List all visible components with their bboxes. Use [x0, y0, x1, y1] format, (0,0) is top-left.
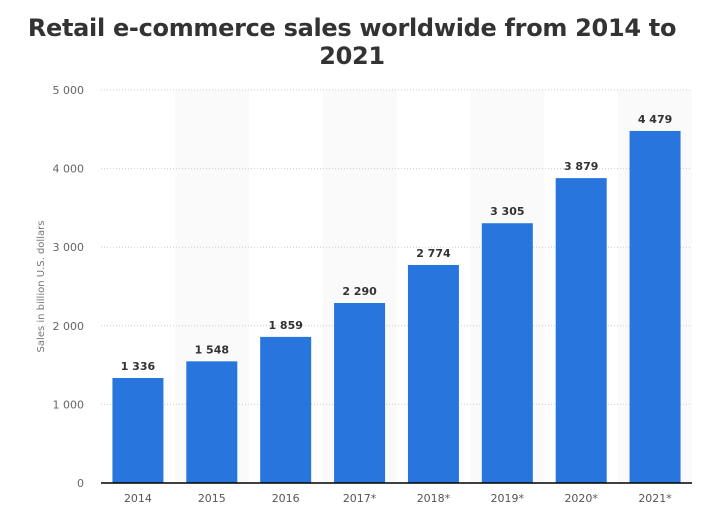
y-tick-label: 2 000 [53, 320, 85, 333]
x-tick-label: 2020* [564, 492, 598, 505]
data-label: 3 305 [490, 205, 524, 218]
data-label: 3 879 [564, 160, 598, 173]
data-label: 1 336 [121, 360, 156, 373]
data-label: 2 774 [416, 247, 451, 260]
data-label: 4 479 [638, 113, 672, 126]
x-tick-label: 2017* [343, 492, 377, 505]
x-tick-label: 2019* [491, 492, 525, 505]
data-label: 1 548 [195, 343, 229, 356]
bar-2018 [407, 264, 459, 483]
bar-2020 [555, 178, 607, 483]
bar-2016 [260, 336, 312, 483]
bar-2015 [186, 361, 238, 483]
bar-2021 [629, 130, 681, 483]
x-tick-label: 2021* [638, 492, 672, 505]
x-tick-label: 2016 [272, 492, 300, 505]
y-tick-label: 3 000 [53, 241, 85, 254]
data-label: 2 290 [342, 285, 377, 298]
x-tick-label: 2018* [417, 492, 451, 505]
bar-2019 [481, 223, 533, 484]
chart-title: Retail e-commerce sales worldwide from 2… [27, 14, 677, 70]
data-label: 1 859 [268, 319, 302, 332]
y-tick-label: 4 000 [53, 163, 85, 176]
y-tick-label: 5 000 [53, 84, 85, 97]
y-tick-label: 0 [77, 477, 84, 490]
bar-2014 [112, 377, 164, 483]
x-tick-label: 2015 [198, 492, 226, 505]
y-tick-label: 1 000 [53, 398, 85, 411]
bar-2017 [334, 303, 386, 483]
x-tick-label: 2014 [124, 492, 152, 505]
y-axis-label: Sales in billion U.S. dollars [36, 221, 47, 353]
